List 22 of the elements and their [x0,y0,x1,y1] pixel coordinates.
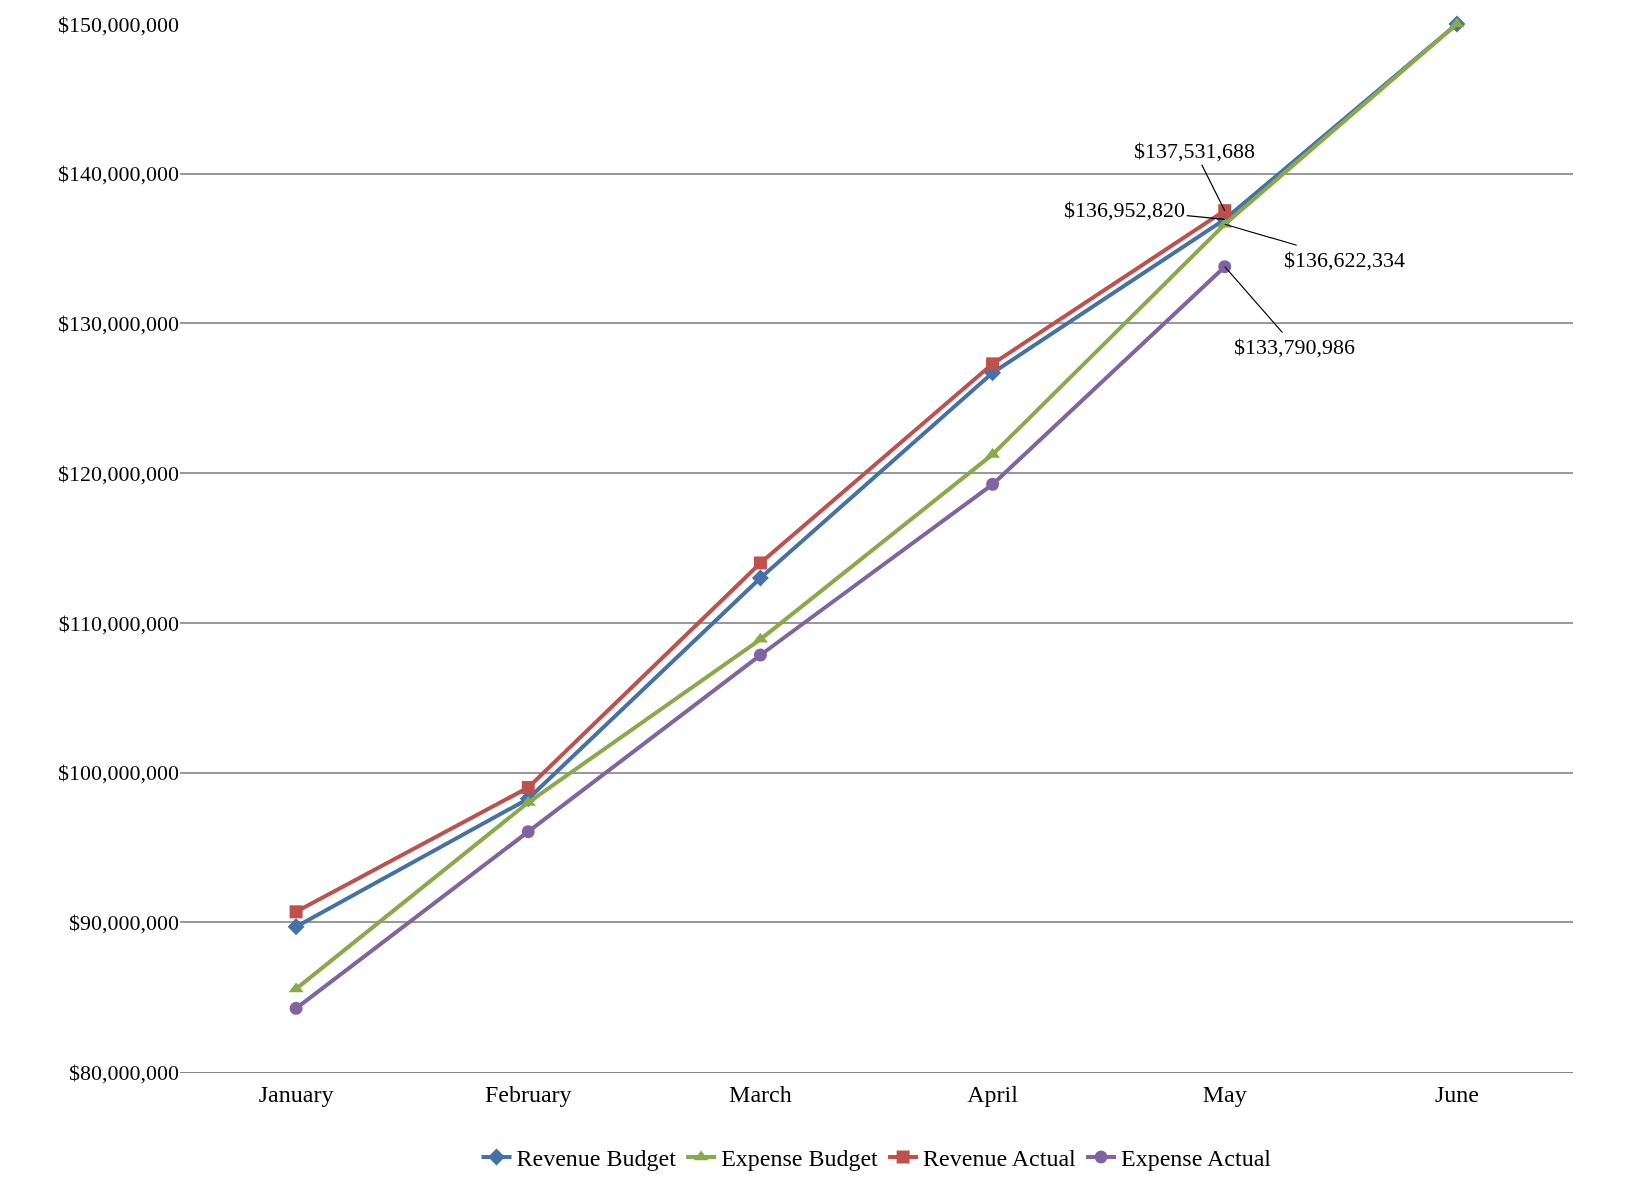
y-tick-label: $140,000,000 [58,161,179,187]
annotation: $136,952,820 [1064,197,1185,222]
x-tick-label: March [729,1080,792,1107]
legend-label: Expense Budget [721,1145,879,1172]
y-tick-label: $110,000,000 [58,610,179,636]
annotation: $136,622,334 [1284,247,1405,272]
y-tick-label: $150,000,000 [58,11,179,37]
legend-label: Expense Actual [1121,1145,1272,1172]
y-tick-label: $120,000,000 [58,460,179,486]
x-tick-label: April [967,1080,1019,1107]
x-tick-label: May [1202,1080,1247,1107]
y-tick-label: $80,000,000 [69,1059,179,1085]
x-tick-label: February [484,1080,572,1107]
annotation: $133,790,986 [1234,334,1355,359]
x-tick-label: January [258,1080,334,1107]
x-tick-label: June [1434,1080,1479,1107]
y-tick-label: $90,000,000 [69,909,179,935]
y-tick-label: $100,000,000 [58,760,179,786]
annotation: $137,531,688 [1134,138,1255,163]
legend-label: Revenue Budget [516,1145,677,1172]
y-tick-label: $130,000,000 [58,311,179,337]
legend-label: Revenue Actual [923,1145,1077,1172]
